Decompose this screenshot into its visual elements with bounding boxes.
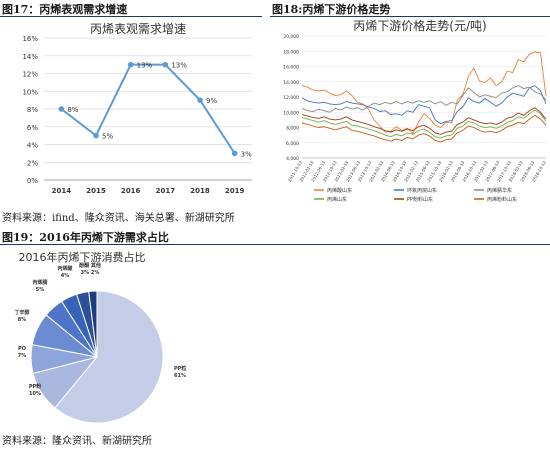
y-tick-label: 8%	[27, 106, 38, 114]
data-label: 13%	[137, 62, 153, 70]
series-line-2	[301, 85, 547, 113]
pie-slice-0	[54, 290, 164, 424]
y-tick-label: 6,000	[286, 141, 299, 147]
pie-slice-7	[88, 290, 98, 358]
source-note-1: 资料来源：ifind、隆众资讯、海关总署、新湖研究所	[2, 213, 235, 224]
y-tick-label: 4,000	[286, 156, 299, 162]
slice-label-name: PP粒	[174, 365, 186, 372]
slice-label-value: 10%	[29, 391, 41, 397]
chart19-title: 2016年丙烯下游消费占比	[19, 250, 146, 264]
data-label: 9%	[206, 97, 217, 105]
slice-label-value: 3% 2%	[81, 270, 100, 276]
legend-entry: 丙烯粉料山东	[487, 196, 517, 203]
y-tick-label: 12,000	[283, 95, 299, 101]
series-line-3	[301, 109, 547, 139]
series-line-5	[301, 114, 547, 143]
source-note-2: 资料来源：隆众资讯、新湖研究所	[2, 436, 152, 447]
slice-label-value: 61%	[174, 373, 186, 379]
x-tick-label: 2017	[156, 187, 176, 195]
slice-label-name: 丙烯腈	[32, 279, 47, 286]
demand-growth-chart: 丙烯表观需求增速 0% 2% 4% 6% 8% 10% 12% 14% 16% 2014 2015 2…	[22, 22, 252, 195]
slice-label-name: 丁辛醇	[14, 309, 29, 316]
data-point	[162, 61, 169, 68]
x-tick-label: 2018	[190, 187, 210, 195]
y-tick-label: 14%	[22, 53, 38, 61]
slice-label-name: PP粉	[29, 383, 42, 390]
data-label: 8%	[67, 106, 78, 114]
fig17-rule	[0, 16, 262, 17]
slice-label-name: 丙烯酸	[57, 265, 73, 272]
downstream-price-chart: 丙烯下游价格走势(元/吨) 4,000 6,000 8,000 10,000 12,00…	[283, 18, 547, 203]
y-tick-label: 14,000	[283, 80, 299, 86]
series-line-0	[301, 51, 547, 135]
slice-label-name: 酚酮 其他	[79, 262, 101, 269]
data-point	[231, 150, 238, 157]
slice-label-value: 5%	[36, 287, 45, 293]
y-tick-label: 16%	[22, 35, 38, 43]
data-label: 13%	[171, 62, 187, 70]
y-tick-label: 18,000	[283, 49, 299, 55]
y-tick-label: 4%	[27, 142, 38, 150]
x-tick-label: 2014	[52, 187, 72, 195]
y-tick-label: 2%	[27, 159, 38, 167]
y-tick-label: 12%	[22, 71, 38, 79]
fig19-rule	[0, 244, 550, 245]
slice-label-value: 7%	[18, 353, 27, 359]
y-tick-label: 8,000	[286, 126, 299, 132]
x-tick-label: 2015	[86, 187, 106, 195]
slice-label-value: 4%	[61, 273, 70, 279]
legend-entry: 丙烯山东	[327, 196, 347, 203]
series-line	[60, 63, 236, 154]
fig18-caption: 图18:丙烯下游价格走势	[272, 3, 391, 16]
fig19-caption: 图19：2016年丙烯下游需求占比	[2, 231, 169, 244]
chart17-title: 丙烯表观需求增速	[90, 22, 186, 36]
slice-label-name: PO	[18, 346, 26, 352]
slice-label-value: 8%	[18, 317, 27, 323]
y-tick-label: 6%	[27, 124, 38, 132]
data-point	[127, 61, 134, 68]
legend-entry: PP粉料山东	[407, 196, 433, 203]
data-point	[197, 97, 203, 103]
legend-entry: 环氧丙烷山东	[407, 187, 437, 194]
y-tick-label: 16,000	[283, 65, 299, 71]
y-tick-label: 20,000	[283, 34, 299, 40]
data-point	[93, 132, 99, 139]
y-tick-label: 10%	[22, 88, 38, 96]
x-tick-label: 2019	[225, 187, 245, 195]
fig18-rule	[270, 16, 550, 17]
data-label: 5%	[102, 133, 113, 141]
y-tick-label: 0%	[27, 177, 38, 185]
chart18-title: 丙烯下游价格走势(元/吨)	[353, 18, 486, 33]
data-label: 3%	[241, 150, 252, 158]
data-point	[58, 106, 65, 112]
series-line-1	[301, 85, 547, 125]
y-tick-label: 10,000	[283, 110, 299, 116]
fig17-caption: 图17：丙烯表观需求增速	[2, 3, 128, 16]
legend-entry: 丙烯酸山东	[327, 187, 352, 194]
legend-entry: 丙烯腈华东	[487, 187, 512, 194]
series-line-4	[301, 107, 547, 135]
x-tick-label: 2016	[121, 187, 141, 195]
